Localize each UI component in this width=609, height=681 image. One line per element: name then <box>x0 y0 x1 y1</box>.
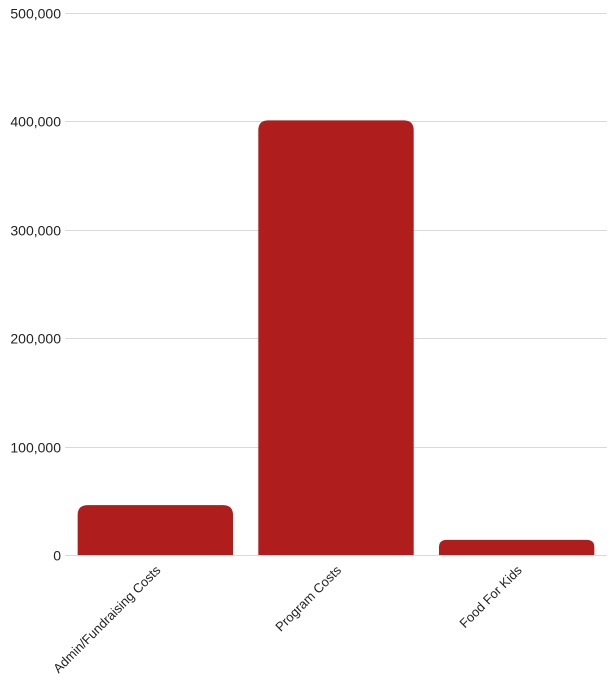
x-axis-category-labels: Admin/Fundraising Costs Program Costs Food… <box>50 562 525 676</box>
y-tick-label: 0 <box>53 548 61 564</box>
bar-program-costs[interactable] <box>258 120 414 555</box>
bars <box>77 120 595 555</box>
y-tick-label: 200,000 <box>10 331 61 347</box>
y-tick-label: 400,000 <box>10 114 61 130</box>
y-tick-label: 300,000 <box>10 223 61 239</box>
x-category-label: Program Costs <box>272 562 344 634</box>
bar-food-for-kids[interactable] <box>438 539 595 555</box>
y-tick-label: 100,000 <box>10 440 61 456</box>
y-axis-tick-labels: 0 100,000 200,000 300,000 400,000 500,000 <box>10 6 61 564</box>
x-category-label: Food For Kids <box>456 562 525 631</box>
x-category-label: Admin/Fundraising Costs <box>50 562 164 676</box>
bar-admin-fundraising-costs[interactable] <box>77 505 234 555</box>
y-tick-label: 500,000 <box>10 6 61 22</box>
